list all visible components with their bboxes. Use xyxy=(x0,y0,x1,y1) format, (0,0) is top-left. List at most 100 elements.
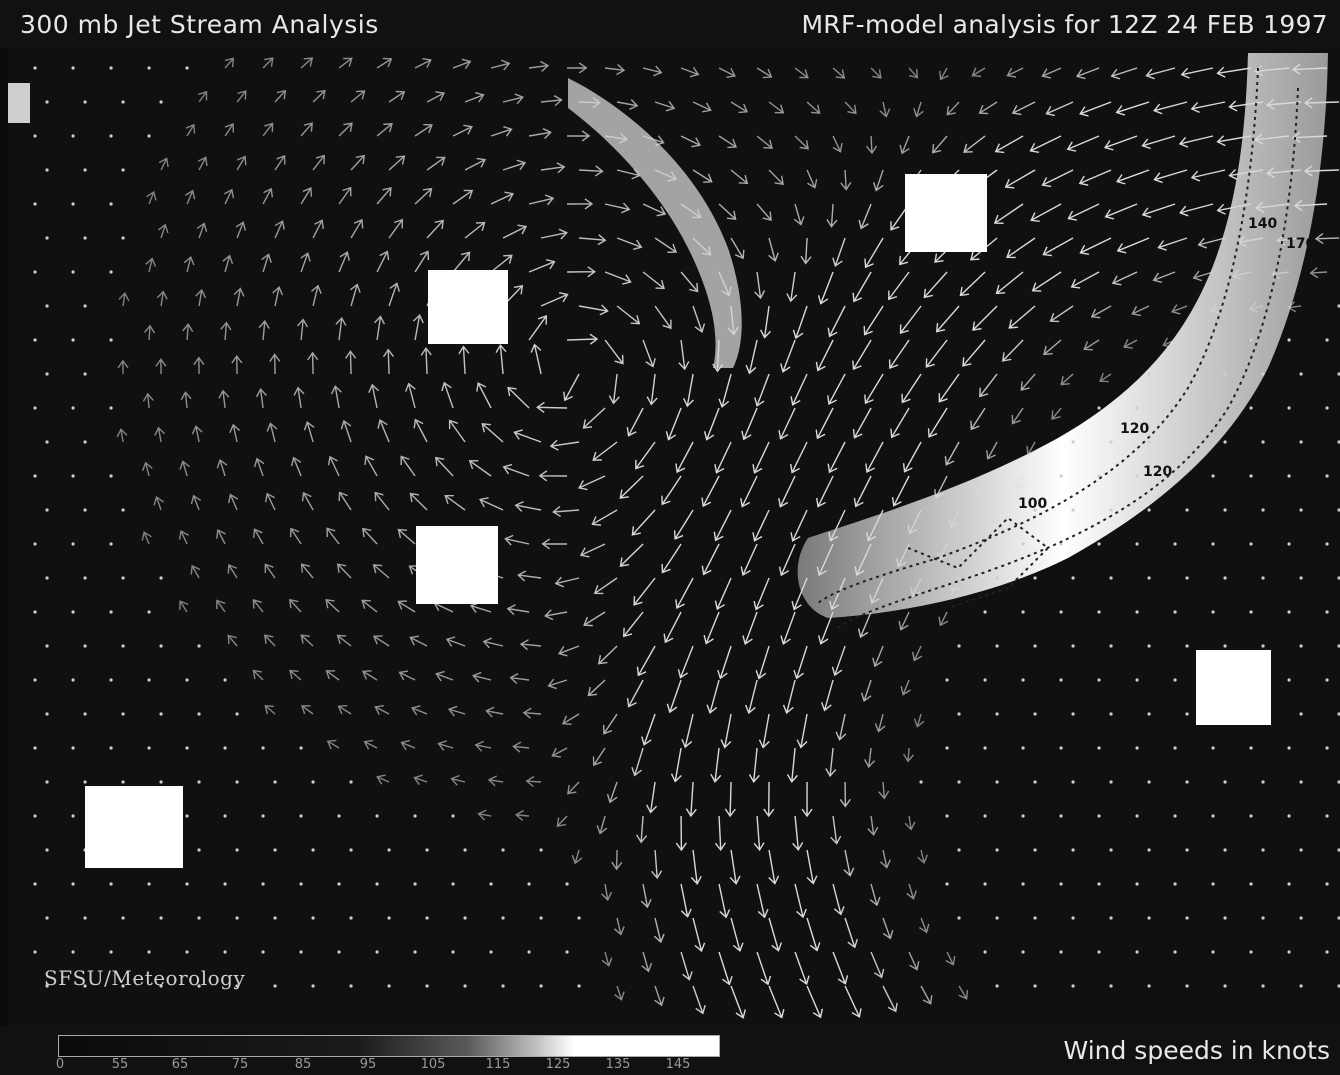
wind-barb xyxy=(831,645,846,677)
wind-barb xyxy=(611,849,623,871)
grid-dot xyxy=(147,882,151,886)
grid-dot xyxy=(71,610,75,614)
grid-dot xyxy=(1325,950,1329,954)
wind-barb xyxy=(193,356,205,375)
wind-barb xyxy=(718,883,731,919)
wind-barb xyxy=(388,218,404,239)
wind-barb xyxy=(995,271,1024,295)
grid-dot xyxy=(121,712,125,716)
colorbar-tick: 135 xyxy=(605,1057,631,1072)
wind-barb xyxy=(792,815,804,852)
wind-barb xyxy=(817,271,834,305)
grid-dot xyxy=(83,644,87,648)
wind-barb xyxy=(665,407,682,441)
wind-barb xyxy=(935,305,960,333)
model-run-label: MRF-model analysis for 12Z 24 FEB 1997 xyxy=(801,10,1328,39)
wind-barb xyxy=(900,679,911,696)
wind-speed-colorbar xyxy=(58,1035,720,1057)
wind-barb xyxy=(780,339,796,373)
wind-barb xyxy=(413,774,428,786)
wind-barb xyxy=(613,917,625,936)
grid-dot xyxy=(109,882,113,886)
wind-barb xyxy=(680,203,702,219)
grid-dot xyxy=(1071,508,1075,512)
wind-barb xyxy=(832,67,846,79)
grid-dot xyxy=(147,746,151,750)
wind-barb xyxy=(1031,271,1062,292)
wind-barb xyxy=(714,815,727,852)
wind-barb xyxy=(1254,133,1290,145)
wind-barb xyxy=(827,373,846,405)
wind-barb xyxy=(1197,237,1226,249)
grid-dot xyxy=(1211,814,1215,818)
wind-barb xyxy=(1309,267,1328,279)
upper-jet-streak xyxy=(568,78,742,368)
wind-barb xyxy=(303,420,315,443)
colorbar-tick: 115 xyxy=(485,1057,511,1072)
grid-dot xyxy=(1147,712,1151,716)
grid-dot xyxy=(197,712,201,716)
wind-barb xyxy=(1216,66,1252,78)
wind-barb xyxy=(758,713,770,749)
wind-barb xyxy=(517,570,542,582)
wind-barb xyxy=(879,101,891,118)
wind-barb xyxy=(1008,305,1036,329)
wind-barb xyxy=(312,219,325,239)
grid-dot xyxy=(121,780,125,784)
wind-barb xyxy=(578,475,606,491)
grid-dot xyxy=(159,712,163,716)
wind-barb xyxy=(754,271,766,300)
wind-barb xyxy=(912,645,923,662)
wind-barb xyxy=(224,57,235,69)
wind-barb xyxy=(233,287,245,307)
wind-barb xyxy=(179,600,189,613)
wind-barb xyxy=(755,645,770,680)
wind-barb xyxy=(730,101,749,114)
grid-dot xyxy=(957,780,961,784)
grid-dot xyxy=(109,746,113,750)
wind-barb xyxy=(816,543,834,577)
wind-barb xyxy=(661,475,682,506)
grid-dot xyxy=(147,66,151,70)
wind-barb xyxy=(411,705,428,716)
wind-barb xyxy=(289,669,302,681)
grid-dot xyxy=(1109,712,1113,716)
grid-dot xyxy=(1249,474,1253,478)
wind-barb xyxy=(794,883,807,919)
wind-barb xyxy=(441,381,454,409)
grid-dot xyxy=(983,746,987,750)
wind-barb xyxy=(1116,237,1150,254)
wind-barb xyxy=(791,577,808,611)
wind-barb xyxy=(495,344,507,375)
wind-barb xyxy=(835,713,847,741)
wind-barb xyxy=(857,611,872,639)
wind-barb xyxy=(919,917,930,934)
wind-barb xyxy=(1190,101,1226,113)
wind-barb xyxy=(1248,301,1264,313)
grid-dot xyxy=(273,848,277,852)
wind-barb xyxy=(224,123,235,137)
wind-barb xyxy=(988,509,999,525)
grid-dot xyxy=(1147,440,1151,444)
wind-barb xyxy=(963,135,986,153)
grid-dot xyxy=(109,338,113,342)
grid-dot xyxy=(197,848,201,852)
wind-barb xyxy=(567,198,594,210)
wind-barb xyxy=(970,407,986,431)
wind-barb xyxy=(452,58,472,69)
wind-barb xyxy=(673,509,694,540)
wind-barb xyxy=(301,705,314,715)
grid-dot xyxy=(1033,780,1037,784)
grid-dot xyxy=(33,746,37,750)
wind-barb xyxy=(368,383,380,409)
grid-dot xyxy=(337,882,341,886)
wind-barb xyxy=(601,951,613,967)
wind-barb xyxy=(794,135,809,150)
wind-barb xyxy=(869,883,881,907)
wind-barb xyxy=(1141,135,1176,150)
wind-barb xyxy=(680,66,700,78)
grid-dot xyxy=(1021,542,1025,546)
colorbar-tick: 65 xyxy=(171,1057,189,1072)
wind-barb xyxy=(753,815,765,852)
wind-barb xyxy=(255,388,267,409)
